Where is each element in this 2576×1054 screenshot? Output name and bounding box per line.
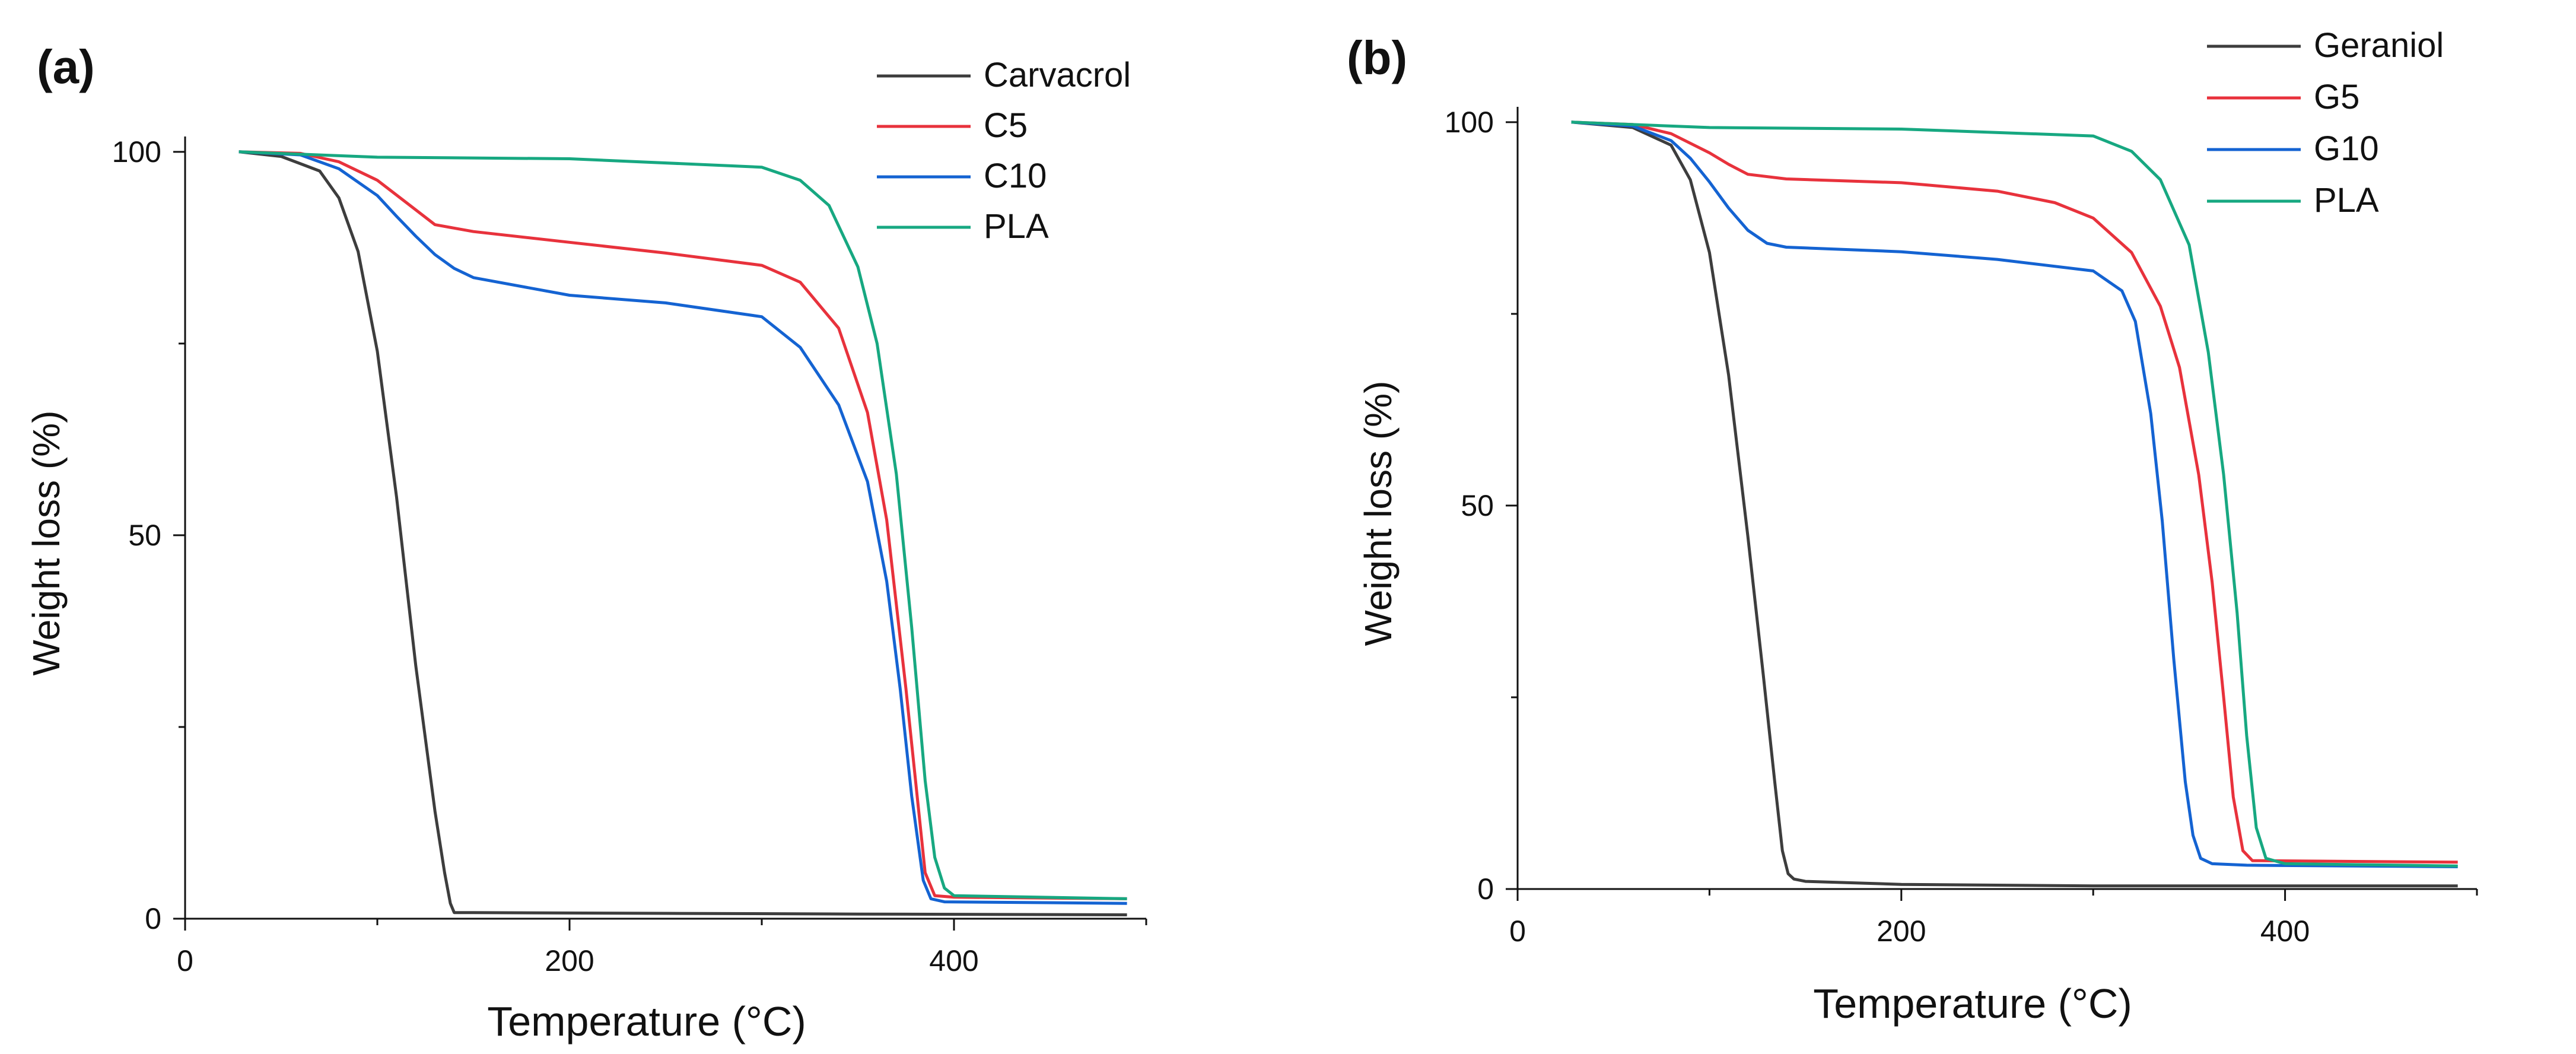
legend-label-g5-b: G5 bbox=[2314, 78, 2359, 116]
chart-panel-b: (b) 0 200 400 0 50 100 Geraniol G5 G10 PLA Temper… bbox=[1347, 26, 2478, 1027]
panel-label-a: (a) bbox=[37, 40, 95, 93]
x-tick-label-b: 400 bbox=[2260, 915, 2310, 948]
panel-label-b: (b) bbox=[1347, 31, 1407, 84]
y-tick-label-a: 0 bbox=[145, 902, 161, 935]
x-tick-label-b: 200 bbox=[1877, 915, 1926, 948]
y-axis-title-a: Weight loss (%) bbox=[25, 411, 68, 676]
series-line-c10-a bbox=[238, 150, 1127, 905]
y-tick-label-a: 50 bbox=[128, 519, 161, 552]
legend-label-carvacrol-a: Carvacrol bbox=[984, 56, 1131, 94]
legend-label-g10-b: G10 bbox=[2314, 129, 2379, 168]
series-line-geraniol-b bbox=[1571, 120, 2458, 888]
y-tick-label-a: 100 bbox=[112, 135, 161, 169]
legend-label-geraniol-b: Geraniol bbox=[2314, 26, 2444, 65]
y-tick-label-b: 0 bbox=[1477, 872, 1494, 906]
x-tick-label-a: 0 bbox=[177, 944, 193, 977]
x-tick-label-b: 0 bbox=[1509, 915, 1526, 948]
x-axis-title-a: Temperature (°C) bbox=[487, 998, 806, 1045]
x-tick-label-a: 400 bbox=[929, 944, 978, 977]
series-line-pla-b bbox=[1571, 120, 2458, 868]
series-line-pla-a bbox=[238, 150, 1127, 900]
legend-label-c10-a: C10 bbox=[984, 157, 1047, 195]
plot-area-a: 0 200 400 0 50 100 Carvacrol C5 C10 PLA bbox=[112, 56, 1147, 977]
series-line-g5-b bbox=[1571, 120, 2458, 864]
legend-label-pla-b: PLA bbox=[2314, 181, 2379, 220]
chart-panel-a: (a) 0 200 400 0 50 100 Carvacrol C5 C10 PLA Tempe… bbox=[25, 40, 1147, 1045]
y-tick-label-b: 100 bbox=[1445, 106, 1494, 139]
series-line-c5-a bbox=[238, 150, 1127, 900]
x-tick-label-a: 200 bbox=[545, 944, 594, 977]
y-axis-title-b: Weight loss (%) bbox=[1357, 381, 1400, 646]
series-line-carvacrol-a bbox=[238, 150, 1127, 916]
legend-label-c5-a: C5 bbox=[984, 106, 1028, 145]
plot-area-b: 0 200 400 0 50 100 Geraniol G5 G10 PLA bbox=[1445, 26, 2478, 948]
series-line-g10-b bbox=[1571, 120, 2458, 868]
y-tick-label-b: 50 bbox=[1461, 489, 1494, 522]
x-axis-title-b: Temperature (°C) bbox=[1813, 980, 2132, 1027]
legend-label-pla-a: PLA bbox=[984, 207, 1049, 246]
